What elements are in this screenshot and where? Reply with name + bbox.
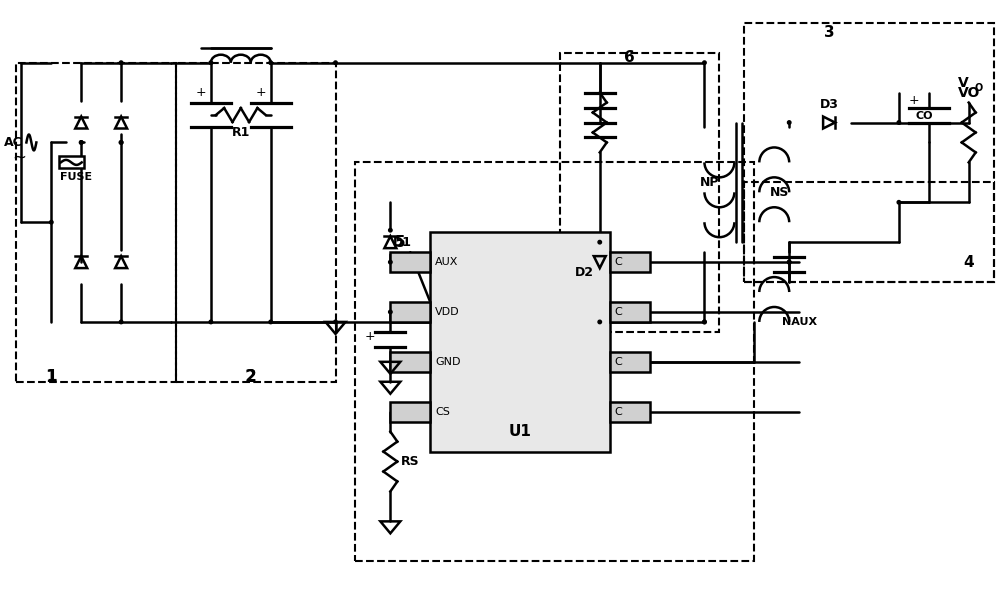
Circle shape xyxy=(703,320,706,324)
Text: NS: NS xyxy=(770,186,789,199)
Text: 3: 3 xyxy=(824,25,834,40)
Text: VDD: VDD xyxy=(435,307,460,317)
Text: VO: VO xyxy=(958,86,980,100)
FancyBboxPatch shape xyxy=(610,252,650,272)
Circle shape xyxy=(119,141,123,144)
Circle shape xyxy=(119,141,123,144)
Text: D3: D3 xyxy=(820,98,839,111)
FancyBboxPatch shape xyxy=(390,302,430,322)
Circle shape xyxy=(389,260,392,264)
Text: +: + xyxy=(255,86,266,99)
Circle shape xyxy=(787,260,791,264)
Circle shape xyxy=(897,201,901,204)
FancyBboxPatch shape xyxy=(610,302,650,322)
Text: 2: 2 xyxy=(245,368,257,386)
Bar xyxy=(430,232,610,452)
Text: U1: U1 xyxy=(509,424,531,439)
Text: CO: CO xyxy=(915,111,933,121)
Text: O: O xyxy=(975,83,983,92)
Text: +: + xyxy=(196,86,206,99)
FancyBboxPatch shape xyxy=(390,402,430,422)
Circle shape xyxy=(119,61,123,65)
Text: FUSE: FUSE xyxy=(60,172,92,182)
Text: R1: R1 xyxy=(232,126,250,140)
Text: ~: ~ xyxy=(12,149,26,167)
Text: 2: 2 xyxy=(245,369,256,384)
Text: AC: AC xyxy=(4,136,23,149)
Text: D1: D1 xyxy=(393,236,412,249)
Text: 4: 4 xyxy=(963,255,974,269)
Circle shape xyxy=(79,141,83,144)
FancyBboxPatch shape xyxy=(610,352,650,372)
Circle shape xyxy=(334,320,337,324)
Circle shape xyxy=(703,320,706,324)
Bar xyxy=(59,156,84,169)
FancyBboxPatch shape xyxy=(610,402,650,422)
FancyBboxPatch shape xyxy=(390,252,430,272)
Circle shape xyxy=(703,61,706,65)
Text: +: + xyxy=(365,330,376,344)
Circle shape xyxy=(787,121,791,124)
Text: AUX: AUX xyxy=(435,257,459,267)
Text: 1: 1 xyxy=(46,368,57,386)
Circle shape xyxy=(334,61,337,65)
Circle shape xyxy=(389,228,392,232)
Circle shape xyxy=(209,61,213,65)
Text: RS: RS xyxy=(401,455,420,468)
Text: V: V xyxy=(958,76,969,89)
Circle shape xyxy=(389,310,392,313)
Text: C: C xyxy=(615,257,622,267)
Text: C: C xyxy=(615,307,622,317)
Circle shape xyxy=(598,240,601,244)
Text: NP: NP xyxy=(700,176,719,189)
Circle shape xyxy=(269,320,272,324)
Text: D2: D2 xyxy=(575,266,594,278)
Text: 5: 5 xyxy=(395,235,406,249)
Circle shape xyxy=(209,320,213,324)
Circle shape xyxy=(50,220,53,224)
Circle shape xyxy=(787,260,791,264)
Text: 1: 1 xyxy=(46,369,57,384)
Text: CS: CS xyxy=(435,406,450,417)
Text: 6: 6 xyxy=(624,50,635,65)
FancyBboxPatch shape xyxy=(390,352,430,372)
Text: NAUX: NAUX xyxy=(782,317,817,327)
Circle shape xyxy=(119,320,123,324)
Text: +: + xyxy=(909,94,919,107)
Circle shape xyxy=(598,320,601,324)
Text: C: C xyxy=(615,357,622,367)
Text: C: C xyxy=(615,406,622,417)
Circle shape xyxy=(897,121,901,124)
Circle shape xyxy=(269,61,272,65)
Circle shape xyxy=(79,141,83,144)
Text: GND: GND xyxy=(435,357,461,367)
